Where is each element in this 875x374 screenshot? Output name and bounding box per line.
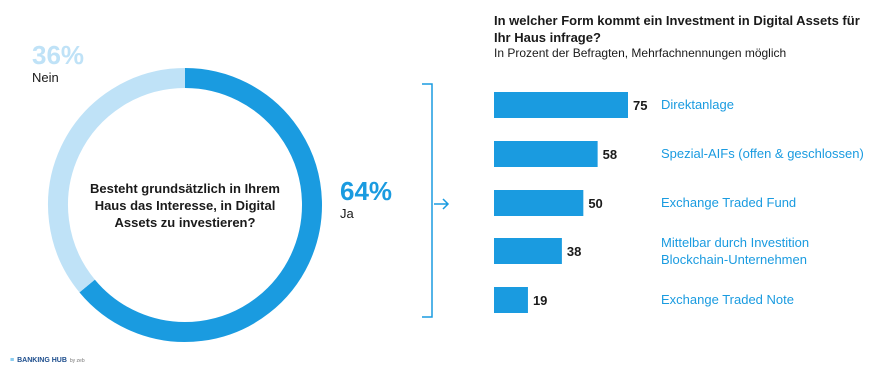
bar-category-label-1: Spezial-AIFs (offen & geschlossen): [661, 146, 864, 161]
bar-4: [494, 287, 528, 313]
brand-suffix: by zeb: [69, 357, 85, 364]
bar-value-label-1: 58: [603, 147, 617, 162]
nein-percent-label: 36%: [32, 40, 85, 70]
donut-slice-ja: [79, 68, 322, 342]
bar-value-label-3: 38: [567, 244, 581, 259]
bar-chart-subtitle: In Prozent der Befragten, Mehrfachnennun…: [494, 46, 787, 60]
donut-chart: [48, 68, 322, 342]
bracket-arrow: [422, 83, 450, 318]
ja-category-label: Ja: [340, 206, 354, 221]
brand-icon: ≡: [10, 357, 15, 364]
brand-name: BANKING HUB: [17, 357, 67, 364]
footer-logo: ≡ BANKING HUB by zeb: [10, 357, 85, 364]
bar-0: [494, 92, 628, 118]
donut-question: Besteht grundsätzlich in Ihrem Haus das …: [90, 181, 280, 230]
bar-1: [494, 141, 598, 167]
nein-category-label: Nein: [32, 70, 59, 85]
bar-value-label-2: 50: [588, 196, 602, 211]
bar-category-label-4: Exchange Traded Note: [661, 292, 794, 307]
bar-value-label-0: 75: [633, 98, 647, 113]
bar-category-label-0: Direktanlage: [661, 97, 734, 112]
bar-category-label-2: Exchange Traded Fund: [661, 195, 797, 210]
donut-slice-nein: [48, 68, 186, 293]
bar-value-label-4: 19: [533, 293, 547, 308]
bar-chart-title: In welcher Form kommt ein Investment in …: [494, 13, 860, 45]
bar-category-label-3: Mittelbar durch Investition Blockchain-U…: [661, 235, 810, 267]
bar-2: [494, 190, 584, 216]
bar-3: [494, 238, 562, 264]
ja-percent-label: 64%: [340, 176, 393, 206]
